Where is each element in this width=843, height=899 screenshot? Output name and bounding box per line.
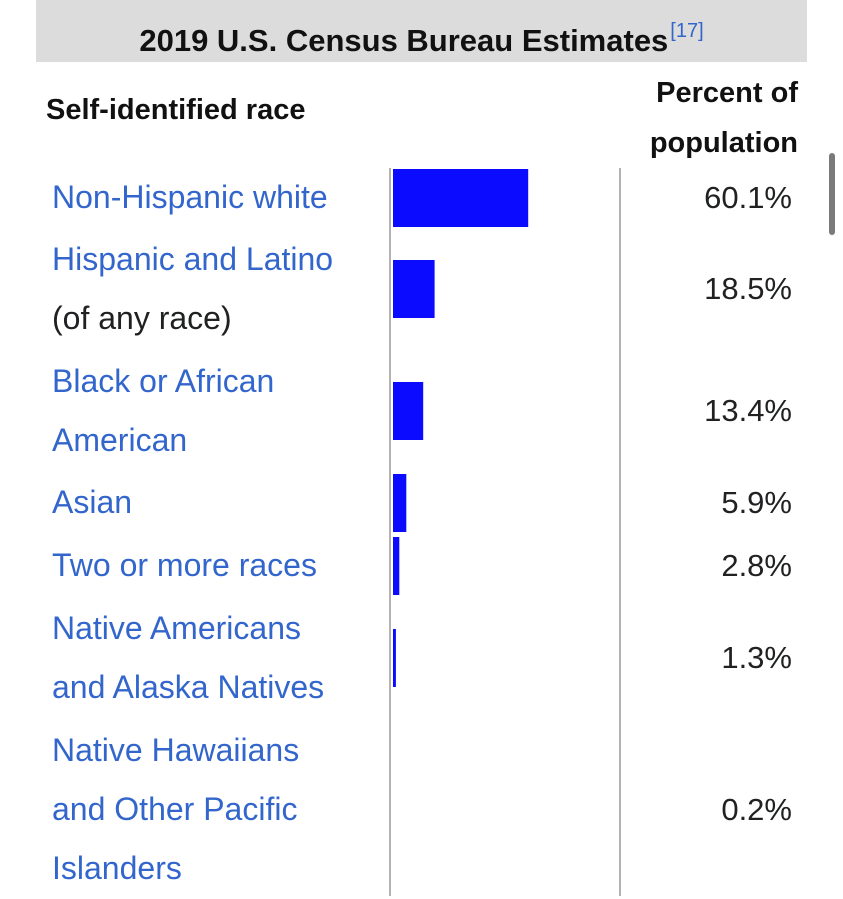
bar <box>393 474 407 532</box>
bar <box>393 260 435 318</box>
bar <box>393 629 396 687</box>
table-caption: 2019 U.S. Census Bureau Estimates [17] <box>36 0 807 62</box>
row-label-line[interactable]: Black or African <box>52 363 275 399</box>
row-label-line[interactable]: American <box>52 422 188 458</box>
percent-value: 60.1% <box>704 180 792 215</box>
row-label-line[interactable]: and Other Pacific <box>52 791 298 827</box>
row-label-line[interactable]: Non-Hispanic white <box>52 179 328 215</box>
bar-axis-divider <box>389 168 391 896</box>
column-header-race: Self-identified race <box>46 94 306 126</box>
row-label[interactable]: Native Americans and Alaska Natives <box>52 599 324 717</box>
row-label-line[interactable]: Two or more races <box>52 547 317 583</box>
row-label[interactable]: Native Hawaiians and Other Pacific Islande… <box>52 721 299 898</box>
row-label-line[interactable]: Hispanic and Latino <box>52 241 334 277</box>
row-label-line[interactable]: and Alaska Natives <box>52 669 325 705</box>
caption-title: 2019 U.S. Census Bureau Estimates <box>139 23 669 58</box>
scrollbar-thumb[interactable] <box>829 153 835 235</box>
row-label-note: (of any race) <box>52 300 232 336</box>
percent-value: 13.4% <box>704 393 792 428</box>
column-header-percent-line2: population <box>649 127 798 159</box>
row-label[interactable]: Black or African American <box>52 352 274 470</box>
column-header-percent: Percent of population <box>612 68 798 168</box>
row-label-line[interactable]: Native Hawaiians <box>52 732 300 768</box>
bar <box>393 382 424 440</box>
bar <box>393 169 529 227</box>
percent-value: 1.3% <box>721 640 792 675</box>
row-label-line[interactable]: Native Americans <box>52 610 301 646</box>
percent-value: 2.8% <box>721 548 792 583</box>
percent-column-divider <box>619 168 621 896</box>
row-label[interactable]: Hispanic and Latino (of any race) <box>52 230 333 348</box>
row-label-line[interactable]: Islanders <box>52 850 182 886</box>
row-label[interactable]: Asian <box>52 473 132 532</box>
bar <box>393 537 400 595</box>
percent-value: 18.5% <box>704 271 792 306</box>
percent-value: 5.9% <box>721 485 792 520</box>
row-label-line[interactable]: Asian <box>52 484 133 520</box>
row-label[interactable]: Non-Hispanic white <box>52 168 328 227</box>
percent-value: 0.2% <box>721 792 792 827</box>
reference-link[interactable]: [17] <box>670 20 704 42</box>
column-header-percent-line1: Percent of <box>656 77 798 109</box>
row-label[interactable]: Two or more races <box>52 536 317 595</box>
